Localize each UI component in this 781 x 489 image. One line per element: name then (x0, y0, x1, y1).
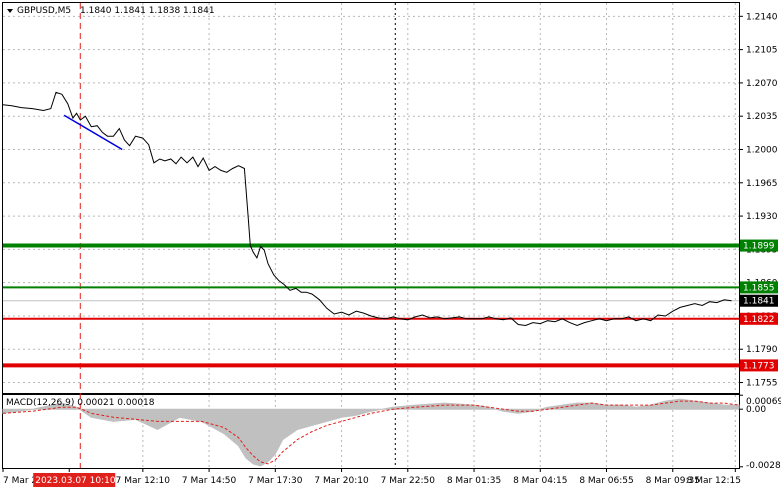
x-tick-label: 7 Mar 202 (3, 476, 49, 486)
x-tick-label: 8 Mar 06:55 (579, 476, 633, 486)
macd-tick-label: 0.00 (746, 405, 766, 415)
level-label: 1.1855 (743, 283, 775, 293)
trend-line (63, 114, 123, 151)
y-tick-label: 1.1930 (746, 212, 778, 222)
macd-tick-label: 0.00069 (746, 397, 781, 407)
y-tick-label: 1.2035 (746, 112, 778, 122)
macd-signal-line (2, 400, 740, 465)
symbol-timeframe: GBPUSD,M5 (17, 6, 71, 16)
current-price-box (740, 294, 778, 307)
x-tick-label: 7 Mar 17:30 (248, 476, 303, 486)
level-label-box (740, 359, 778, 372)
y-tick-label: 1.2070 (746, 79, 778, 89)
x-tick-label: 8 Mar 04:15 (513, 476, 567, 486)
x-tick-label: 8 Mar 12:15 (687, 476, 741, 486)
macd-indicator (2, 398, 740, 467)
x-crosshair-label: 2023.03.07 10:10 (35, 476, 116, 486)
y-tick-label: 1.1755 (746, 379, 778, 389)
trend-line-segment (63, 114, 123, 151)
current-price-label: 1.1841 (743, 297, 775, 307)
x-crosshair-label-box (33, 473, 116, 487)
y-tick-label: 1.2105 (746, 46, 778, 56)
symbol-dropdown-icon[interactable] (7, 9, 13, 13)
macd-tick-label: -0.00284 (746, 461, 781, 471)
x-tick-label: 7 Mar 12:10 (116, 476, 171, 486)
x-tick-label: 8 Mar 01:35 (447, 476, 501, 486)
y-tick-label: 1.1965 (746, 179, 778, 189)
x-tick-label: 8 Mar 09:35 (646, 476, 700, 486)
y-tick-label: 1.2140 (746, 12, 778, 22)
level-label: 1.1899 (743, 242, 775, 252)
price-axis: 1.2140 1.2105 1.2070 1.2035 1.2000 1.1965 1.19… (739, 12, 778, 389)
level-label-box (740, 239, 778, 252)
level-label: 1.1773 (743, 361, 775, 371)
grid (3, 3, 739, 468)
x-tick-label: 7 Mar 20:10 (314, 476, 369, 486)
price-pane (2, 2, 740, 394)
y-tick-label: 1.1790 (746, 345, 778, 355)
level-labels: 1.1899 1.1855 1.1822 1.1773 1.1841 (740, 239, 778, 372)
y-tick-label: 1.2000 (746, 145, 778, 155)
vertical-markers (79, 3, 396, 468)
ohlc-readout: 1.1840 1.1841 1.1838 1.1841 (80, 6, 215, 16)
price-line (2, 91, 732, 327)
level-label-box (740, 281, 778, 294)
x-tick-label: 7 Mar 22:50 (381, 476, 436, 486)
x-tick-label: 7 Mar 14:50 (182, 476, 237, 486)
level-label: 1.1822 (743, 315, 775, 325)
level-label-box (740, 312, 778, 325)
price-series (2, 91, 732, 327)
macd-label: MACD(12,26,9) 0.00021 0.00018 (6, 398, 155, 408)
